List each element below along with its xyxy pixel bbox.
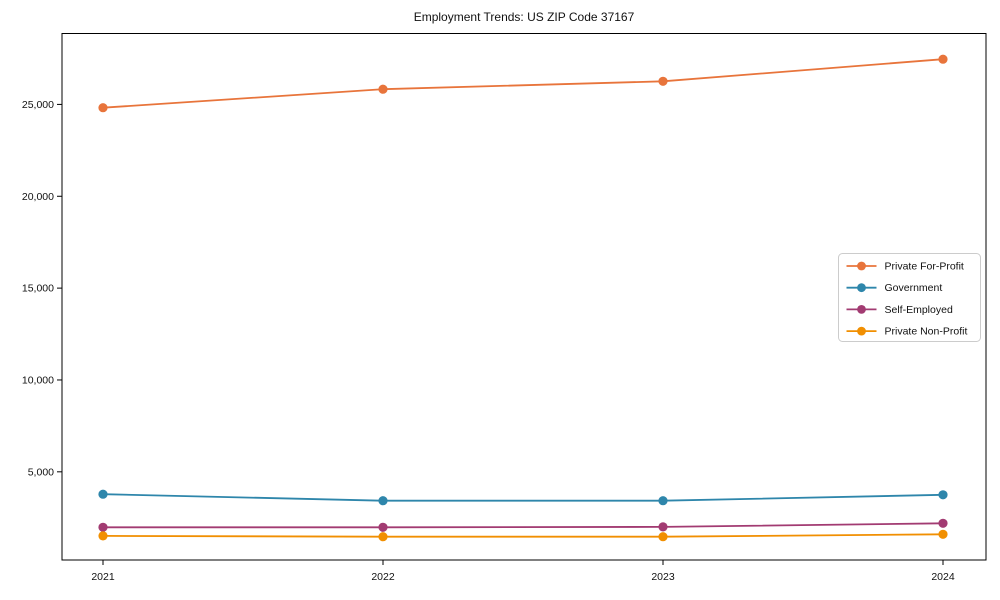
y-tick-label: 10,000: [22, 374, 54, 386]
legend-item-label: Private For-Profit: [885, 261, 964, 273]
legend-marker-dot: [857, 305, 866, 314]
legend-item-label: Self-Employed: [885, 304, 953, 316]
data-point-marker: [378, 496, 388, 506]
data-point-marker: [938, 529, 948, 539]
data-point-marker: [658, 76, 668, 86]
data-point-marker: [658, 522, 668, 532]
data-point-marker: [658, 496, 668, 506]
data-point-marker: [658, 532, 668, 542]
data-point-marker: [378, 522, 388, 532]
line-series: [102, 58, 944, 109]
legend-item-label: Government: [885, 282, 943, 294]
line-series: [103, 522, 944, 529]
plot-border: [61, 33, 987, 561]
legend-marker-dot: [857, 261, 866, 271]
y-tick-label: 15,000: [22, 283, 54, 295]
x-tick-label: 2022: [371, 571, 395, 583]
data-point-marker: [378, 84, 388, 94]
data-point-marker: [98, 103, 108, 113]
data-point-marker: [938, 518, 948, 528]
y-tick-label: 20,000: [22, 191, 54, 203]
data-point-marker: [938, 490, 948, 500]
line-series: [102, 533, 944, 538]
line-series: [102, 493, 944, 502]
data-point-marker: [378, 532, 388, 542]
data-point-marker: [98, 522, 108, 532]
legend-marker-dot: [857, 283, 866, 293]
x-tick-label: 2024: [931, 571, 955, 583]
chart-title: Employment Trends: US ZIP Code 37167: [414, 10, 635, 24]
legend-item-label: Private Non-Profit: [885, 326, 968, 338]
y-tick-label: 25,000: [22, 99, 54, 111]
legend-marker-dot: [857, 326, 866, 336]
plot-area: 5,000 10,000 15,000 20,000 25,000 2021 2022 202…: [22, 33, 987, 583]
x-tick-label: 2023: [651, 571, 675, 583]
data-point-marker: [98, 531, 108, 541]
x-tick-label: 2021: [91, 571, 115, 583]
y-tick-label: 5,000: [28, 466, 54, 478]
legend-box: [838, 253, 981, 342]
data-point-marker: [938, 54, 948, 64]
data-point-marker: [98, 489, 108, 499]
